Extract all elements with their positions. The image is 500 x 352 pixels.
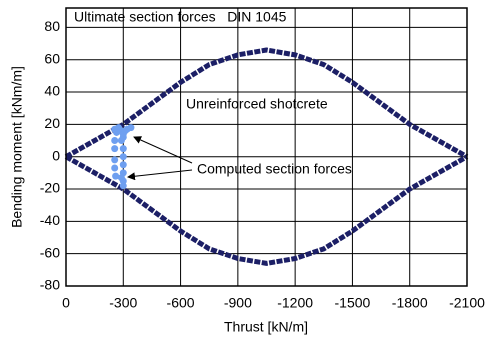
y-tick-label: -80 [40,277,60,293]
x-tick-label: -1800 [392,295,428,311]
scatter-point [127,124,135,132]
arrow [127,169,193,181]
x-tick-label: -300 [109,295,137,311]
x-tick-label: -900 [224,295,252,311]
chart-title: Ultimate section forces DIN 1045 [74,9,287,25]
y-tick-label: 60 [44,50,60,66]
arrow [133,136,193,164]
scatter-point [111,145,119,153]
plot-frame [65,7,468,287]
scatter-point [119,133,127,141]
y-tick-label: 80 [44,18,60,34]
x-tick-label: -1500 [335,295,371,311]
scatter-point [117,174,125,182]
scatter-point [119,161,127,169]
annotation: Unreinforced shotcrete [186,96,328,112]
envelope-line [64,154,469,266]
y-tick-label: 40 [44,83,60,99]
x-tick-label: -1200 [277,295,313,311]
envelope-line [64,47,469,159]
y-tick-label: 20 [44,115,60,131]
scatter-point [119,182,127,190]
x-tick-label: -600 [167,295,195,311]
y-tick-label: -40 [40,212,60,228]
x-axis-label: Thrust [kN/m] [224,319,308,335]
scatter-point [119,145,127,153]
y-tick-label: -60 [40,244,60,260]
x-tick-label: -2100 [449,295,485,311]
scatter-point [112,172,120,180]
scatter-point [111,137,119,145]
y-tick-label: -20 [40,180,60,196]
x-tick-label: 0 [62,295,70,311]
y-axis-label: Bending moment [kNm/m] [9,66,25,228]
scatter-point [119,153,127,161]
scatter-point [111,164,119,172]
scatter-point [111,156,119,164]
y-tick-label: 0 [52,147,60,163]
annotation: Computed section forces [197,161,352,177]
